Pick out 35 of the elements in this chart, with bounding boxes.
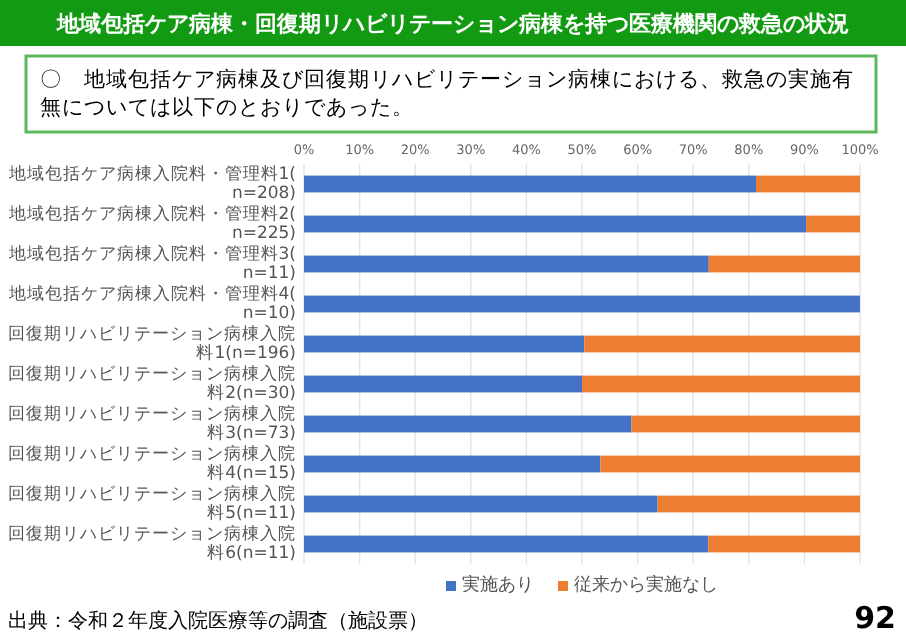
bar [631,415,860,433]
bar [304,415,632,433]
bar [582,375,860,393]
bar [304,255,709,273]
text: 92 [854,600,896,636]
legend-label: 従来から実施なし [574,574,718,596]
bar [584,335,860,353]
y-tick-label: 地域包括ケア病棟入院料・管理料2(n=225) [6,202,296,244]
y-tick-label: 回復期リハビリテーション病棟入院料1(n=196) [8,322,296,364]
bar [600,455,860,473]
bar [304,535,709,553]
bar [304,335,585,353]
bar [304,175,757,193]
y-tick-label: 回復期リハビリテーション病棟入院料3(n=73) [8,402,296,444]
y-tick-label: 回復期リハビリテーション病棟入院料2(n=30) [8,362,296,404]
bar [304,215,807,233]
legend-label: 実施あり [462,574,534,596]
bar [304,295,860,313]
bar [756,175,860,193]
y-tick-label: 地域包括ケア病棟入院料・管理料4(n=10) [6,282,296,324]
bar [806,215,860,233]
bar [708,535,860,553]
y-tick-label: 地域包括ケア病棟入院料・管理料3(n=11) [6,242,296,284]
y-tick-label: 回復期リハビリテーション病棟入院料6(n=11) [8,522,296,564]
source-note: 出典：令和２年度入院医療等の調査（施設票） [8,609,428,633]
chart-title: 地域包括ケア病棟・回復期リハビリテーション病棟を持つ医療機関の救急の状況 [55,11,849,37]
bar [657,495,860,513]
chart-subtitle: 〇 地域包括ケア病棟及び回復期リハビリテーション病棟における、救急の実施有無については以下のとおりであった。 [40,66,854,120]
bar [304,455,601,473]
bar [708,255,860,273]
bar [304,375,582,393]
y-tick-label: 回復期リハビリテーション病棟入院料5(n=11) [8,482,296,524]
bar [304,495,658,513]
y-tick-label: 地域包括ケア病棟入院料・管理料1(n=208) [6,162,296,204]
y-tick-label: 回復期リハビリテーション病棟入院料4(n=15) [8,442,296,484]
